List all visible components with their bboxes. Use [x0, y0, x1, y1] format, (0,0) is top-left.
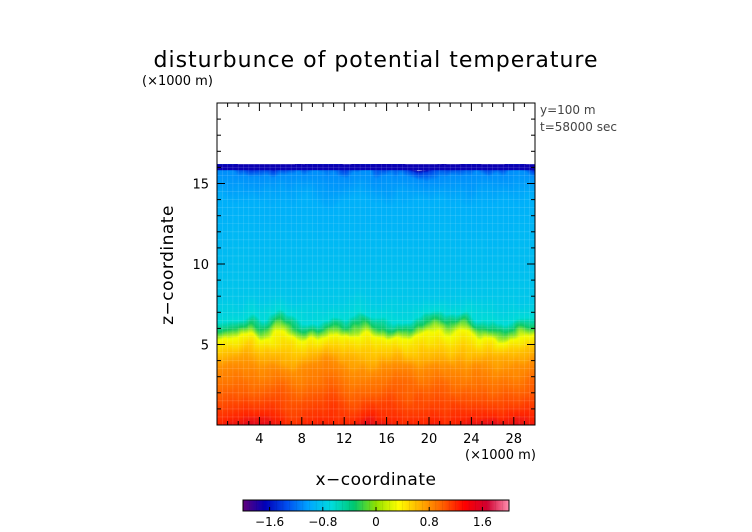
colorbar-tick-label: 0	[372, 515, 380, 529]
colorbar-tick-label: −0.8	[308, 515, 337, 529]
y-axis-units: (×1000 m)	[142, 74, 213, 89]
colorbar-tick-label: 0.8	[420, 515, 439, 529]
annotation-time: t=58000 sec	[540, 120, 617, 134]
x-tick-label: 24	[463, 432, 480, 447]
heatmap-field	[217, 164, 535, 425]
x-tick-label: 4	[255, 432, 263, 447]
x-axis-units: (×1000 m)	[465, 448, 536, 463]
axis-ticks: 4 8 12 16 20 24 28 5 10 15	[192, 103, 535, 447]
colorbar: −1.6 −0.8 0 0.8 1.6	[242, 499, 510, 529]
y-tick-label: 15	[192, 178, 209, 193]
x-axis-label: x−coordinate	[315, 470, 437, 490]
field-top-band	[217, 164, 535, 171]
colorbar-tick-label: −1.6	[255, 515, 284, 529]
colorbar-tick-label: 1.6	[473, 515, 492, 529]
field-fill	[217, 164, 535, 425]
x-tick-label: 20	[421, 432, 438, 447]
x-tick-label: 8	[298, 432, 306, 447]
x-tick-label: 16	[378, 432, 395, 447]
x-tick-label: 28	[506, 432, 523, 447]
x-tick-label: 12	[336, 432, 353, 447]
y-tick-label: 5	[201, 339, 209, 354]
y-tick-label: 10	[192, 258, 209, 273]
plot-grid	[216, 164, 536, 426]
chart-title: disturbunce of potential temperature	[153, 48, 599, 73]
annotation-y-slice: y=100 m	[540, 103, 596, 117]
